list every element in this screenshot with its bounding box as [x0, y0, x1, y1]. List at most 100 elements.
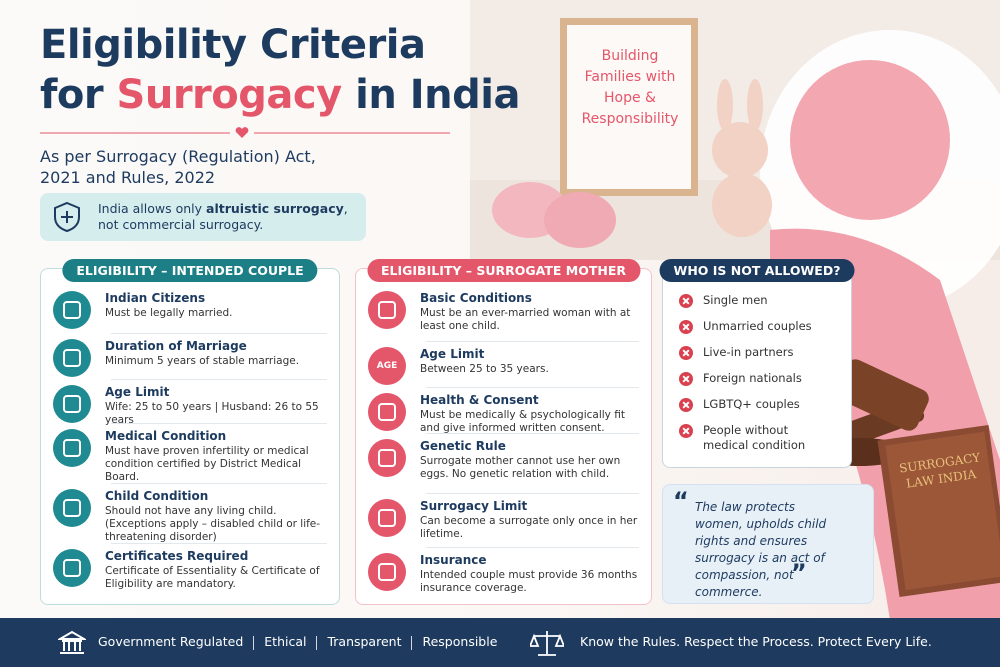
item-title: Insurance: [420, 553, 487, 567]
item-icon: AGE: [368, 347, 406, 385]
separator: [111, 483, 327, 484]
item-icon: [53, 339, 91, 377]
icon-dot: [378, 509, 396, 527]
title-line: for Surrogacy in India: [40, 72, 520, 118]
item-text: Must be an ever-married woman with at le…: [420, 307, 631, 332]
criteria-item: Age Limit Wife: 25 to 50 years | Husband:…: [53, 385, 331, 427]
item-title: Medical Condition: [105, 429, 227, 443]
criteria-item: Insurance Intended couple must provide 36…: [368, 553, 643, 595]
title-text: for: [40, 72, 104, 118]
footer-separator: [411, 635, 413, 650]
item-text: Must be medically & psychologically fit …: [420, 409, 625, 434]
criteria-item: Indian Citizens Must be legally married.: [53, 291, 331, 329]
not-allowed-panel: WHO IS NOT ALLOWED? Single men Unmarried …: [659, 259, 855, 468]
footer: Government Regulated Ethical Transparent Re…: [0, 618, 1000, 667]
not-allowed-item: Foreign nationals: [679, 371, 829, 386]
item-text: Must be legally married.: [105, 307, 233, 319]
quote-box: “ The law protects women, upholds child …: [662, 484, 874, 604]
item-title: Child Condition: [105, 489, 209, 503]
criteria-item: Basic Conditions Must be an ever-married …: [368, 291, 643, 333]
cross-icon: [679, 346, 693, 360]
icon-dot: [63, 439, 81, 457]
item-text: Should not have any living child. (Excep…: [105, 505, 321, 543]
icon-dot: [378, 403, 396, 421]
separator: [426, 387, 639, 388]
item-body: Indian Citizens Must be legally married.: [105, 291, 232, 329]
item-text: Can become a surrogate only once in her …: [420, 515, 638, 540]
item-icon: [53, 429, 91, 467]
notice-text: India allows only altruistic surrogacy, …: [98, 201, 358, 233]
shield-icon: [54, 201, 80, 233]
footer-values: Government Regulated Ethical Transparent Re…: [98, 634, 497, 650]
icon-dot: [63, 559, 81, 577]
divider: [40, 127, 450, 138]
icon-dot: [63, 301, 81, 319]
item-body: Child Condition Should not have any livin…: [105, 489, 331, 544]
item-icon: [53, 385, 91, 423]
footer-motto: Know the Rules. Respect the Process. Pro…: [580, 634, 932, 649]
title-text: in India: [355, 72, 520, 118]
footer-value: Transparent: [327, 634, 402, 649]
item-title: Age Limit: [420, 347, 485, 361]
panel-heading: ELIGIBILITY – INTENDED COUPLE: [62, 259, 318, 282]
separator: [426, 493, 639, 494]
cross-icon: [679, 424, 693, 438]
title-highlight: Surrogacy: [116, 72, 343, 118]
item-title: Genetic Rule: [420, 439, 506, 453]
item-icon: [368, 439, 406, 477]
separator: [426, 547, 639, 548]
separator: [111, 333, 327, 334]
criteria-item: Medical Condition Must have proven infert…: [53, 429, 331, 484]
not-allowed-text: Live-in partners: [703, 345, 794, 359]
footer-value: Government Regulated: [98, 634, 244, 649]
item-text: Between 25 to 35 years.: [420, 363, 549, 375]
surrogate-mother-panel: ELIGIBILITY – SURROGATE MOTHER Basic Con…: [355, 259, 652, 605]
footer-value: Ethical: [264, 634, 307, 649]
item-text: Certificate of Essentiality & Certificat…: [105, 565, 320, 590]
separator: [111, 379, 327, 380]
footer-value: Responsible: [422, 634, 498, 649]
item-body: Genetic Rule Surrogate mother cannot use …: [420, 439, 643, 481]
frame-text: Building Families with Hope & Responsibi…: [581, 48, 679, 127]
item-title: Surrogacy Limit: [420, 499, 528, 513]
quote-mark: ”: [791, 559, 807, 587]
criteria-item: Surrogacy Limit Can become a surrogate on…: [368, 499, 643, 541]
icon-label: AGE: [376, 361, 398, 371]
footer-separator: [253, 635, 255, 650]
quote-text: The law protects women, upholds child ri…: [695, 500, 827, 599]
icon-dot: [378, 563, 396, 581]
item-icon: [53, 489, 91, 527]
scales-icon: [530, 631, 564, 656]
criteria-item: AGE Age Limit Between 25 to 35 years.: [368, 347, 643, 385]
item-icon: [53, 291, 91, 329]
subtitle: As per Surrogacy (Regulation) Act, 2021 …: [40, 147, 316, 187]
item-body: Surrogacy Limit Can become a surrogate on…: [420, 499, 643, 541]
icon-dot: [378, 301, 396, 319]
not-allowed-text: Unmarried couples: [703, 319, 812, 333]
criteria-item: Child Condition Should not have any livin…: [53, 489, 331, 544]
notice-bold: altruistic surrogacy: [206, 201, 344, 216]
cross-icon: [679, 320, 693, 334]
item-text: Must have proven infertility or medical …: [105, 445, 309, 483]
cross-icon: [679, 372, 693, 386]
icon-dot: [63, 395, 81, 413]
not-allowed-item: People without medical condition: [679, 423, 829, 453]
item-body: Duration of Marriage Minimum 5 years of s…: [105, 339, 299, 377]
item-body: Certificates Required Certificate of Esse…: [105, 549, 331, 591]
item-body: Health & Consent Must be medically & psyc…: [420, 393, 643, 435]
intended-couple-panel: ELIGIBILITY – INTENDED COUPLE Indian Cit…: [40, 259, 340, 605]
separator: [111, 423, 327, 424]
item-icon: [53, 549, 91, 587]
title-line: Eligibility Criteria: [40, 22, 426, 68]
item-body: Medical Condition Must have proven infert…: [105, 429, 331, 484]
not-allowed-text: LGBTQ+ couples: [703, 397, 800, 411]
item-body: Basic Conditions Must be an ever-married …: [420, 291, 643, 333]
separator: [111, 543, 327, 544]
item-text: Minimum 5 years of stable marriage.: [105, 355, 300, 367]
footer-separator: [316, 635, 318, 650]
icon-dot: [63, 349, 81, 367]
item-title: Certificates Required: [105, 549, 249, 563]
separator: [426, 433, 639, 434]
item-icon: [368, 553, 406, 591]
